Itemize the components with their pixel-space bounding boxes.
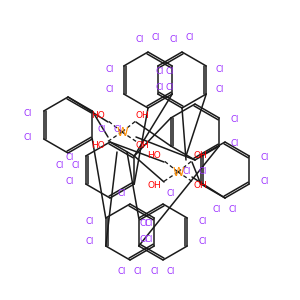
Text: W: W [116,125,128,139]
Text: Cl: Cl [166,83,174,92]
Text: Cl: Cl [261,178,269,187]
Text: HO: HO [91,112,105,121]
Text: Cl: Cl [167,190,175,199]
Text: Cl: Cl [229,206,237,214]
Text: Cl: Cl [106,65,114,74]
Text: Cl: Cl [136,35,144,44]
Text: Cl: Cl [66,154,74,163]
Text: Cl: Cl [151,268,159,277]
Text: Cl: Cl [199,218,207,226]
Text: Cl: Cl [72,160,80,169]
Text: Cl: Cl [140,220,148,229]
Text: Cl: Cl [145,220,153,229]
Text: OH: OH [193,152,207,160]
Text: Cl: Cl [118,190,126,199]
Text: Cl: Cl [24,133,32,142]
Text: Cl: Cl [98,125,106,134]
Text: Cl: Cl [166,68,174,76]
Text: Cl: Cl [156,83,164,92]
Text: Cl: Cl [56,160,64,169]
Text: OH: OH [147,182,161,190]
Text: Cl: Cl [199,167,207,176]
Text: HO: HO [147,152,161,160]
Text: Cl: Cl [106,85,114,94]
Text: Cl: Cl [140,236,148,244]
Text: Cl: Cl [261,154,269,163]
Text: Cl: Cl [199,238,207,247]
Text: Cl: Cl [134,268,142,277]
Text: Cl: Cl [231,140,239,148]
Text: Cl: Cl [216,85,224,94]
Text: Cl: Cl [216,65,224,74]
Text: Cl: Cl [66,178,74,187]
Text: Cl: Cl [86,218,94,226]
Text: Cl: Cl [186,34,194,43]
Text: Cl: Cl [213,206,221,214]
Text: Cl: Cl [145,236,153,244]
Text: Cl: Cl [114,125,122,134]
Text: Cl: Cl [156,68,164,76]
Text: W: W [172,166,184,178]
Text: Cl: Cl [170,35,178,44]
Text: Cl: Cl [86,238,94,247]
Text: Cl: Cl [167,268,175,277]
Text: OH: OH [135,142,149,151]
Text: Cl: Cl [118,268,126,277]
Text: OH: OH [135,112,149,121]
Text: Cl: Cl [231,116,239,124]
Text: Cl: Cl [24,109,32,118]
Text: Cl: Cl [183,167,191,176]
Text: OH: OH [193,182,207,190]
Text: HO: HO [91,142,105,151]
Text: Cl: Cl [152,34,160,43]
